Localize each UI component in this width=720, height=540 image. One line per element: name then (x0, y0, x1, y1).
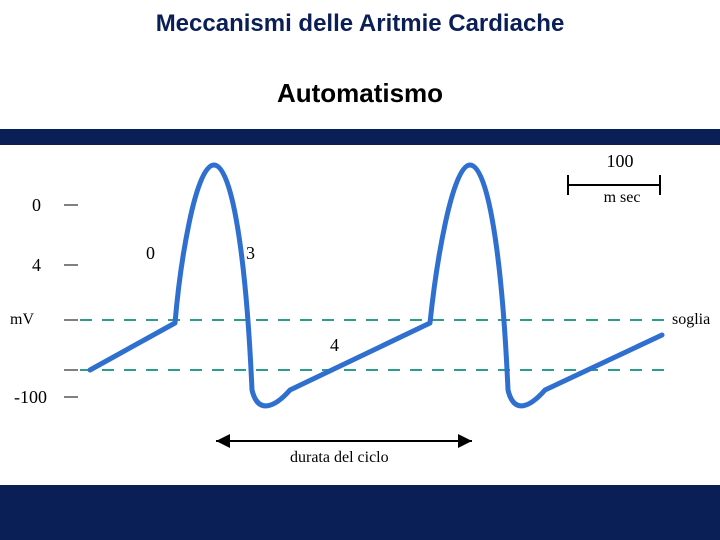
phase-label-3: 3 (246, 243, 255, 264)
phase-label-0: 0 (146, 243, 155, 264)
phase-label-4: 4 (330, 335, 339, 356)
page-subtitle: Automatismo (0, 78, 720, 109)
slide: Meccanismi delle Aritmie Cardiache Autom… (0, 0, 720, 540)
threshold-label: soglia (672, 311, 710, 329)
timescale-value: 100 (600, 151, 640, 172)
ytick--100: -100 (14, 387, 47, 408)
y-axis-label: mV (10, 311, 34, 329)
action-potential-chart: 0 4 -100 mV 0 3 4 soglia 100 m sec durat… (0, 145, 720, 485)
header-band: Meccanismi delle Aritmie Cardiache Autom… (0, 0, 720, 129)
cycle-duration-label: durata del ciclo (290, 449, 389, 467)
timescale-unit: m sec (592, 189, 652, 207)
ytick-4: 4 (32, 255, 41, 276)
ytick-0: 0 (32, 195, 41, 216)
page-title: Meccanismi delle Aritmie Cardiache (0, 10, 720, 38)
